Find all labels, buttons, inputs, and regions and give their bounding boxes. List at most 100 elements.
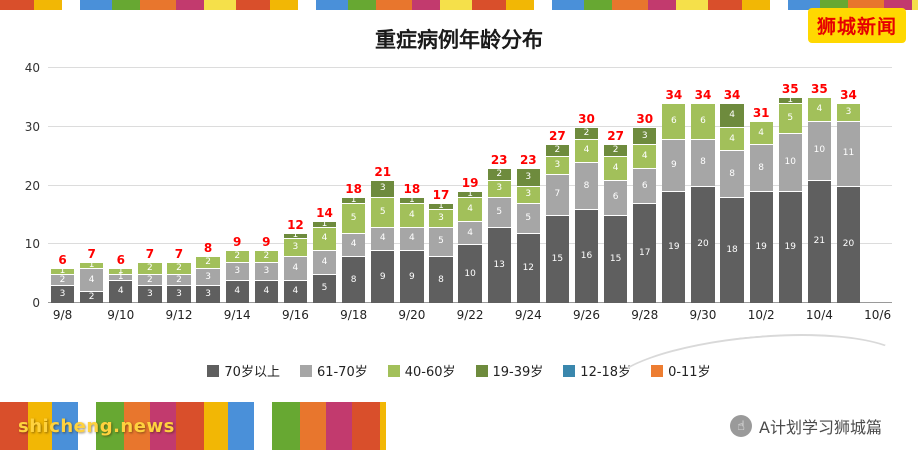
segment-61-70岁: 8 xyxy=(720,150,744,198)
total-label: 6 xyxy=(116,252,125,267)
segment-value-label: 4 xyxy=(729,133,735,144)
segment-value-label: 3 xyxy=(554,159,561,170)
segment-61-70岁: 9 xyxy=(662,138,686,192)
total-label: 23 xyxy=(519,152,537,167)
x-tick-label xyxy=(426,308,455,323)
segment-value-label: 6 xyxy=(641,180,648,191)
segment-value-label: 3 xyxy=(525,171,532,182)
legend-item-12-18岁: 12-18岁 xyxy=(563,361,631,380)
segment-value-label: 2 xyxy=(496,168,503,179)
segment-value-label: 4 xyxy=(758,127,765,138)
segment-value-label: 4 xyxy=(467,227,473,238)
plot-area: 6 1 2 3 7 1 4 2 6 1 1 4 7 2 2 3 7 2 2 3 8 2 3 3 9 2 3 4 9 2 3 4 12 1 3 4 4 14… xyxy=(48,67,892,303)
segment-40-60岁: 2 xyxy=(167,261,191,274)
x-tick-label: 9/8 xyxy=(52,308,73,322)
segment-value-label: 4 xyxy=(583,145,590,156)
gridline xyxy=(48,67,892,68)
segment-value-label: 3 xyxy=(641,130,648,141)
legend-label: 19-39岁 xyxy=(492,365,544,380)
y-tick-label: 20 xyxy=(24,178,40,193)
segment-value-label: 2 xyxy=(147,274,153,285)
segment-value-label: 8 xyxy=(438,274,444,285)
legend-item-70岁以上: 70岁以上 xyxy=(207,361,280,380)
segment-value-label: 13 xyxy=(493,259,505,270)
segment-value-label: 8 xyxy=(350,274,357,285)
site-brand-badge: 狮城新闻 xyxy=(807,8,906,43)
segment-40-60岁: 4 xyxy=(807,97,832,121)
x-tick-label xyxy=(194,308,223,323)
segment-value-label: 3 xyxy=(379,183,386,194)
segment-70岁以上: 19 xyxy=(749,191,773,303)
segment-value-label: 11 xyxy=(842,148,855,159)
legend: 70岁以上 61-70岁 40-60岁 19-39岁 12-18岁 0-11岁 xyxy=(0,361,918,380)
stacked-bar-9/25: 27 2 3 7 15 xyxy=(545,129,570,303)
segment-40-60岁: 3 xyxy=(283,238,308,256)
total-label: 27 xyxy=(549,129,566,144)
total-label: 8 xyxy=(203,241,213,255)
stacked-bar-9/22: 19 1 4 4 10 xyxy=(458,176,482,303)
total-label: 30 xyxy=(578,111,595,126)
segment-40-60岁: 4 xyxy=(458,197,482,221)
stacked-bar-9/26: 30 2 4 8 16 xyxy=(574,111,599,303)
segment-value-label: 5 xyxy=(321,283,328,294)
segment-40-60岁: 2 xyxy=(254,250,278,262)
watermark-text: shicheng.news xyxy=(18,415,175,437)
segment-70岁以上: 2 xyxy=(80,291,104,303)
segment-61-70岁: 4 xyxy=(342,232,366,256)
legend-item-61-70岁: 61-70岁 xyxy=(299,361,368,380)
segment-value-label: 4 xyxy=(408,233,415,244)
segment-value-label: 20 xyxy=(842,239,855,250)
segment-70岁以上: 20 xyxy=(836,185,861,303)
x-tick-label: 9/30 xyxy=(689,308,717,322)
segment-value-label: 16 xyxy=(580,251,593,261)
total-label: 30 xyxy=(636,111,654,126)
segment-61-70岁: 3 xyxy=(254,261,278,280)
segment-value-label: 4 xyxy=(88,274,95,285)
segment-value-label: 2 xyxy=(147,262,153,273)
segment-70岁以上: 15 xyxy=(603,214,628,303)
segment-61-70岁: 10 xyxy=(807,120,832,180)
bar-slot: 31 4 8 19 xyxy=(747,68,776,303)
gridline xyxy=(48,125,892,127)
total-label: 35 xyxy=(811,82,828,97)
segment-value-label: 5 xyxy=(525,212,532,223)
bar-slot: 35 1 5 10 19 xyxy=(776,68,805,303)
segment-value-label: 2 xyxy=(612,145,619,156)
segment-value-label: 4 xyxy=(641,151,648,162)
segment-61-70岁: 2 xyxy=(138,273,162,286)
stacked-bar-10/3: 35 1 5 10 19 xyxy=(778,82,802,303)
x-tick-label xyxy=(776,308,805,323)
x-tick-label xyxy=(252,308,281,323)
total-label: 17 xyxy=(432,188,450,203)
x-tick-label: 10/6 xyxy=(864,308,892,322)
segment-value-label: 4 xyxy=(292,262,299,273)
x-tick-label: 9/28 xyxy=(631,308,659,322)
total-label: 34 xyxy=(840,88,857,103)
total-label: 19 xyxy=(461,176,479,191)
stacked-bar-10/2: 31 4 8 19 xyxy=(749,106,773,303)
segment-value-label: 3 xyxy=(147,289,153,300)
segment-70岁以上: 19 xyxy=(662,191,686,303)
segment-value-label: 4 xyxy=(292,286,299,297)
segment-61-70岁: 5 xyxy=(487,197,511,227)
top-border-decoration xyxy=(0,0,918,10)
segment-70岁以上: 15 xyxy=(545,214,570,303)
footer: shicheng.news ☝ A计划学习狮城篇 xyxy=(0,323,918,450)
segment-70岁以上: 4 xyxy=(283,279,308,303)
segment-value-label: 2 xyxy=(234,251,241,261)
stacked-bar-9/24: 23 3 3 5 12 xyxy=(516,152,540,303)
chart-title: 重症病例年龄分布 xyxy=(375,28,543,52)
x-tick-label xyxy=(543,308,572,323)
segment-value-label: 3 xyxy=(525,189,532,200)
segment-40-60岁: 6 xyxy=(691,103,715,139)
segment-40-60岁: 4 xyxy=(720,126,744,151)
bar-slot: 27 2 3 7 15 xyxy=(543,68,572,303)
stacked-bar-9/17: 14 1 4 4 5 xyxy=(312,206,337,303)
segment-19-39岁: 2 xyxy=(545,144,570,157)
